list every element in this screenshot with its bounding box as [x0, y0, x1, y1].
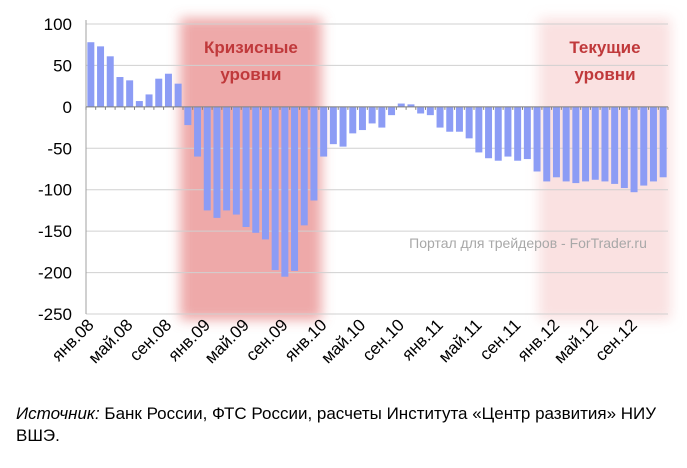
highlight-label-1-line2: уровни [220, 65, 281, 84]
bar-мар.09 [223, 106, 231, 211]
bar-июн.12 [601, 106, 609, 182]
bar-фев.11 [446, 106, 454, 132]
bar-апр.12 [582, 106, 590, 182]
bar-окт.12 [640, 106, 648, 186]
highlight-labels: Кризисные уровни Текущие уровни [204, 38, 641, 84]
bar-ноя.12 [649, 106, 657, 182]
x-tick-label: май.10 [317, 315, 369, 367]
y-tick-label: -200 [38, 264, 72, 283]
bar-янв.11 [436, 106, 444, 128]
bar-май.12 [591, 106, 599, 180]
highlight-zone-1 [180, 18, 322, 320]
x-tick-label: май.08 [85, 315, 137, 367]
bar-фев.10 [329, 106, 337, 145]
bar-мар.11 [455, 106, 463, 132]
x-tick-label: май.11 [435, 315, 486, 366]
bar-дек.11 [543, 106, 551, 182]
bar-сен.10 [397, 103, 405, 107]
bar-апр.10 [349, 106, 357, 134]
bar-авг.09 [271, 106, 279, 271]
source-note: Источник: Банк России, ФТС России, расче… [16, 403, 676, 447]
bar-май.09 [242, 106, 250, 227]
y-tick-label: -50 [47, 139, 72, 158]
x-tick-label: сен.12 [591, 315, 640, 364]
source-text: Банк России, ФТС России, расчеты Институ… [16, 404, 657, 445]
bar-фев.08 [97, 46, 105, 107]
bar-июл.09 [261, 106, 269, 240]
x-tick-label: сен.11 [476, 315, 525, 364]
bar-янв.08 [87, 42, 95, 107]
bar-дек.12 [659, 106, 667, 178]
bar-ноя.09 [300, 106, 308, 226]
axes [85, 20, 669, 314]
y-tick-label: 0 [63, 98, 72, 117]
bar-май.08 [126, 80, 134, 107]
bar-мар.10 [339, 106, 347, 147]
bar-сен.08 [164, 73, 172, 107]
bar-мар.12 [572, 106, 580, 184]
bar-окт.11 [523, 106, 531, 160]
x-tick-label: май.09 [201, 315, 253, 367]
bar-июл.10 [378, 106, 386, 128]
y-tick-label: 50 [53, 56, 72, 75]
bar-мар.08 [106, 56, 114, 107]
bar-апр.09 [232, 106, 240, 215]
bar-окт.08 [174, 83, 182, 107]
bars [87, 42, 667, 277]
bar-июл.12 [611, 106, 619, 184]
chart: 100 50 0 -50 -100 -150 -200 -250 янв.08май.08се… [38, 15, 671, 367]
bar-июн.10 [368, 106, 376, 124]
bar-окт.10 [407, 104, 415, 107]
bar-авг.12 [620, 106, 628, 189]
bar-авг.11 [504, 106, 512, 157]
bar-фев.12 [562, 106, 570, 182]
x-tick-labels: янв.08май.08сен.08янв.09май.09сен.09янв.… [48, 315, 641, 367]
bar-июн.08 [135, 101, 143, 107]
bar-июн.09 [252, 106, 260, 233]
bar-дек.10 [426, 106, 434, 116]
highlight-label-1-line1: Кризисные [204, 38, 298, 57]
y-tick-labels: 100 50 0 -50 -100 -150 -200 -250 [38, 15, 72, 324]
bar-дек.08 [194, 106, 202, 157]
highlight-label-2-line1: Текущие [569, 38, 640, 57]
bar-ноя.10 [417, 106, 425, 114]
bar-май.10 [358, 106, 366, 131]
bar-ноя.08 [184, 106, 192, 126]
bar-дек.09 [310, 106, 318, 201]
bar-апр.08 [116, 77, 124, 107]
x-tick-label: май.12 [550, 315, 602, 367]
highlight-label-2-line2: уровни [574, 65, 635, 84]
bar-сен.12 [630, 106, 638, 193]
bar-апр.11 [465, 106, 473, 139]
y-tick-label: -150 [38, 222, 72, 241]
source-label: Источник: [16, 404, 100, 423]
x-tick-label: сен.08 [126, 315, 175, 364]
bar-сен.09 [281, 106, 289, 277]
bar-июн.11 [485, 106, 493, 159]
bar-авг.08 [155, 78, 163, 107]
y-tick-label: 100 [44, 15, 72, 34]
bar-янв.10 [320, 106, 328, 157]
y-tick-label: -100 [38, 181, 72, 200]
watermark: Портал для трейдеров - ForTrader.ru [409, 235, 647, 251]
y-tick-label: -250 [38, 305, 72, 324]
bar-сен.11 [514, 106, 522, 161]
bar-окт.09 [291, 106, 299, 271]
x-tick-label: сен.10 [359, 315, 408, 364]
bar-май.11 [475, 106, 483, 153]
bar-фев.09 [213, 106, 221, 218]
bar-янв.09 [203, 106, 211, 211]
x-tick-label: сен.09 [242, 315, 291, 364]
bar-авг.10 [388, 106, 396, 116]
bar-июл.08 [145, 94, 153, 107]
bar-ноя.11 [533, 106, 541, 172]
bar-янв.12 [552, 106, 560, 178]
bar-июл.11 [494, 106, 502, 161]
